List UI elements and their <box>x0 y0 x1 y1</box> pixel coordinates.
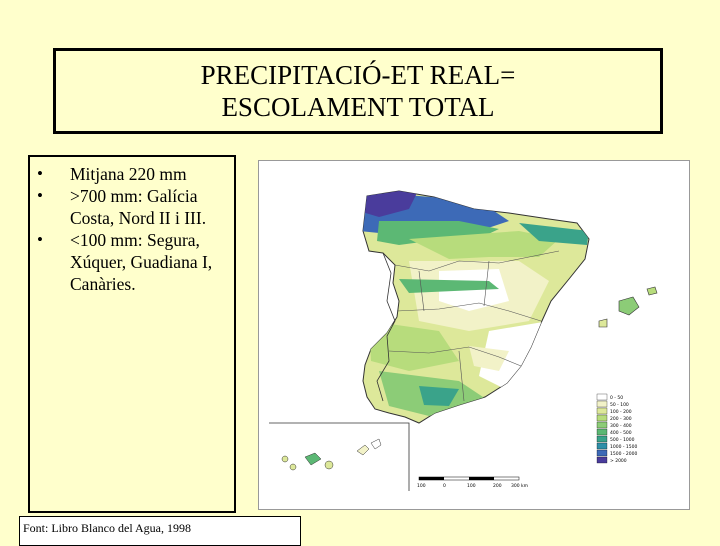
bullet-item: • >700 mm: Galícia Costa, Nord II i III. <box>30 185 234 229</box>
legend-label: 500 - 1000 <box>610 437 635 443</box>
scale-label: 100 <box>467 483 476 489</box>
slide-title: PRECIPITACIÓ-ET REAL= ESCOLAMENT TOTAL <box>200 60 516 122</box>
portugal-border <box>376 252 396 402</box>
scale-label: 300 km <box>511 483 528 489</box>
scale-label: 100 <box>417 483 426 489</box>
balearic-islands <box>598 286 658 328</box>
bullet-item: • <100 mm: Segura, Xúquer, Guadiana I, Ca… <box>30 229 234 295</box>
legend-label: 200 - 300 <box>610 416 632 422</box>
legend-label: 300 - 400 <box>610 423 632 429</box>
legend-label: > 2000 <box>610 458 627 464</box>
scale-label: 200 <box>493 483 502 489</box>
legend-label: 100 - 200 <box>610 409 632 415</box>
scale-label: 0 <box>443 483 446 489</box>
legend-swatch <box>596 442 608 450</box>
legend-label: 1500 - 2000 <box>610 451 638 457</box>
legend-swatch <box>596 393 608 401</box>
legend-swatch <box>596 407 608 415</box>
legend-swatch <box>596 421 608 429</box>
runoff-map: 100 0 100 200 300 km 0 - 50 50 - 100 100 -… <box>258 160 690 510</box>
bullet-item: • Mitjana 220 mm <box>30 163 234 185</box>
bullet-text: >700 mm: Galícia Costa, Nord II i III. <box>70 186 207 228</box>
map-zones <box>363 191 589 416</box>
legend-swatch <box>596 435 608 443</box>
bullet-dot: • <box>37 164 43 183</box>
bullet-text: Mitjana 220 mm <box>70 164 187 184</box>
legend-label: 1000 - 1500 <box>610 444 638 450</box>
scale-bar: 100 0 100 200 300 km <box>417 476 528 489</box>
bullet-list: • Mitjana 220 mm • >700 mm: Galícia Costa,… <box>30 163 234 295</box>
legend-swatch <box>596 414 608 422</box>
basin-boundaries <box>388 250 560 402</box>
canary-inset-frame <box>269 422 410 491</box>
source-note: Font: Libro Blanco del Agua, 1998 <box>19 516 301 546</box>
legend-swatch <box>596 400 608 408</box>
slide-title-box: PRECIPITACIÓ-ET REAL= ESCOLAMENT TOTAL <box>53 48 663 134</box>
bullet-dot: • <box>37 230 43 249</box>
legend-label: 400 - 500 <box>610 430 632 436</box>
legend-label: 0 - 50 <box>610 395 623 401</box>
legend-swatch <box>596 456 608 464</box>
bullet-text: <100 mm: Segura, Xúquer, Guadiana I, Can… <box>70 230 213 294</box>
legend-swatch <box>596 428 608 436</box>
canary-islands <box>281 438 382 471</box>
bullet-list-box: • Mitjana 220 mm • >700 mm: Galícia Costa,… <box>28 155 236 513</box>
legend-label: 50 - 100 <box>610 402 629 408</box>
legend-swatch <box>596 449 608 457</box>
bullet-dot: • <box>37 186 43 205</box>
